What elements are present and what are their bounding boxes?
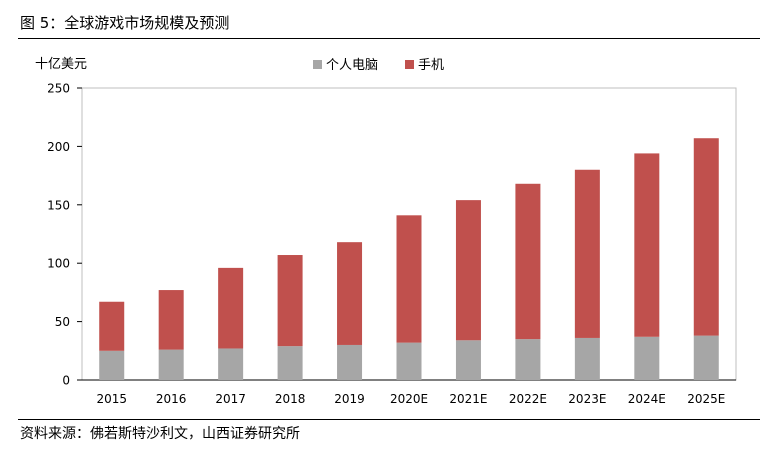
bar-segment [277, 255, 303, 347]
x-tick-label: 2019 [334, 392, 365, 406]
figure-title: 图 5：全球游戏市场规模及预测 [20, 14, 230, 32]
y-tick-label: 200 [47, 140, 70, 154]
x-tick-label: 2023E [568, 392, 606, 406]
x-tick-label: 2025E [687, 392, 725, 406]
bar-segment [158, 290, 184, 350]
bar-segment [693, 138, 719, 336]
bar-segment [455, 340, 481, 380]
bar-segment [574, 337, 600, 380]
bar-segment [277, 346, 303, 380]
x-tick-label: 2018 [275, 392, 306, 406]
bar-segment [693, 335, 719, 380]
y-tick-label: 100 [47, 257, 70, 271]
legend-label: 个人电脑 [326, 58, 378, 73]
bar-segment [634, 336, 660, 380]
bar-segment [337, 344, 363, 380]
y-tick-label: 0 [62, 374, 70, 388]
y-tick-label: 50 [55, 315, 70, 329]
y-tick-label: 150 [47, 198, 70, 212]
source-rule [18, 419, 760, 420]
y-axis: 0 50 100 150 200 250 [47, 82, 82, 388]
x-tick-label: 2020E [390, 392, 428, 406]
y-axis-unit-label: 十亿美元 [35, 57, 87, 72]
title-rule [18, 38, 760, 39]
bar-segment [574, 169, 600, 338]
bar-segment [158, 349, 184, 380]
y-tick-label: 250 [47, 82, 70, 96]
legend-label: 手机 [418, 58, 444, 73]
bar-series [99, 138, 719, 380]
bar-segment [99, 301, 125, 351]
x-tick-label: 2022E [509, 392, 547, 406]
x-tick-label: 2024E [628, 392, 666, 406]
bar-segment [99, 350, 125, 380]
bar-segment [396, 342, 422, 380]
legend-swatch [405, 60, 414, 69]
legend-swatch [313, 60, 322, 69]
bar-segment [218, 267, 244, 349]
bar-segment [634, 153, 660, 337]
x-tick-label: 2015 [96, 392, 127, 406]
bar-segment [455, 200, 481, 341]
x-axis: 2015 2016 2017 2018 2019 2020E 2021E 2022E 2023E… [82, 379, 736, 406]
bar-segment [515, 339, 541, 380]
x-tick-label: 2017 [215, 392, 246, 406]
source-note: 资料来源：佛若斯特沙利文，山西证券研究所 [20, 426, 300, 442]
bar-segment [218, 348, 244, 380]
legend: 个人电脑 手机 [313, 58, 444, 73]
x-tick-label: 2021E [449, 392, 487, 406]
x-tick-label: 2016 [156, 392, 187, 406]
bar-segment [337, 242, 363, 345]
bar-segment [515, 183, 541, 340]
bar-segment [396, 215, 422, 343]
